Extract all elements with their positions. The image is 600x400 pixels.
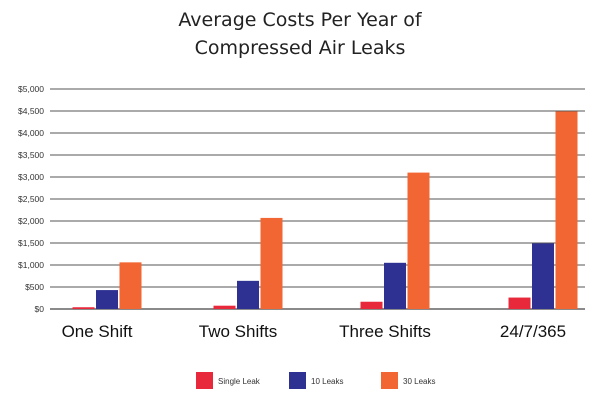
- y-axis: $0 $500 $1,000 $1,500 $2,000 $2,500 $3,000 $3,5…: [18, 84, 44, 314]
- bar: [508, 297, 531, 309]
- y-tick-label: $3,500: [18, 150, 44, 160]
- y-tick-label: $2,000: [18, 216, 44, 226]
- y-tick-label: $5,000: [18, 84, 44, 94]
- y-tick-label: $3,000: [18, 172, 44, 182]
- bar: [555, 111, 578, 309]
- bar: [119, 262, 142, 309]
- y-tick-label: $1,000: [18, 260, 44, 270]
- y-tick-label: $1,500: [18, 238, 44, 248]
- x-tick-label: One Shift: [62, 322, 133, 341]
- y-tick-label: $500: [25, 282, 44, 292]
- bars: [72, 111, 578, 309]
- chart-title-line-1: Average Costs Per Year of: [178, 9, 422, 31]
- x-axis: One Shift Two Shifts Three Shifts 24/7/365: [62, 322, 567, 341]
- bar: [260, 217, 283, 309]
- bar: [532, 243, 554, 309]
- legend-label: 30 Leaks: [403, 377, 435, 386]
- chart-title-line-2: Compressed Air Leaks: [194, 37, 406, 59]
- y-tick-label: $0: [35, 304, 45, 314]
- legend: Single Leak 10 Leaks 30 Leaks: [196, 372, 435, 389]
- legend-swatch: [289, 372, 306, 389]
- x-tick-label: Two Shifts: [199, 322, 277, 341]
- bar: [213, 305, 236, 309]
- bar: [360, 301, 383, 309]
- bar: [407, 172, 430, 309]
- y-tick-label: $2,500: [18, 194, 44, 204]
- x-tick-label: Three Shifts: [339, 322, 431, 341]
- legend-swatch: [381, 372, 398, 389]
- bar: [72, 307, 95, 309]
- y-tick-label: $4,500: [18, 106, 44, 116]
- bar: [237, 280, 259, 309]
- bar: [384, 262, 406, 309]
- bar: [96, 290, 118, 309]
- legend-swatch: [196, 372, 213, 389]
- y-tick-label: $4,000: [18, 128, 44, 138]
- legend-label: 10 Leaks: [311, 377, 343, 386]
- legend-label: Single Leak: [218, 377, 261, 386]
- x-tick-label: 24/7/365: [500, 322, 566, 341]
